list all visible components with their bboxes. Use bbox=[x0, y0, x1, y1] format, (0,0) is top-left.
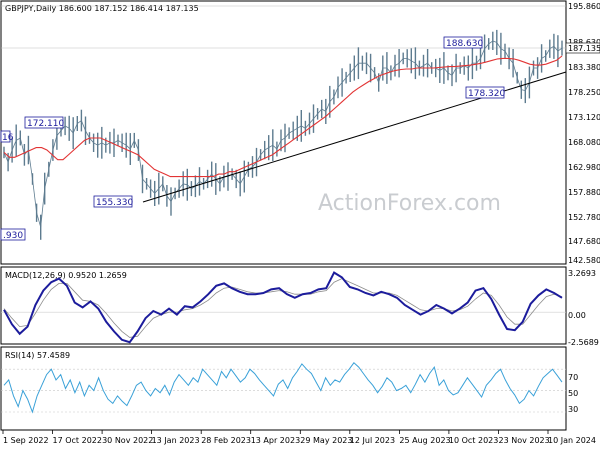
x-tick-label: 23 Nov 2023 bbox=[499, 436, 550, 445]
price-annotations: 172.110 155.330 188.630 178.320 .930 16 bbox=[0, 36, 505, 241]
price-title: GBPJPY,Daily 186.600 187.152 186.414 187… bbox=[5, 4, 199, 13]
moving-average-line bbox=[3, 55, 563, 178]
price-tick-label: 173.120 bbox=[568, 113, 600, 122]
price-tick-label: 195.860 bbox=[568, 2, 600, 11]
annotation-box-178320 bbox=[465, 86, 505, 99]
rsi-y-axis: 70 50 30 bbox=[568, 373, 578, 414]
x-tick-label: 10 Jan 2024 bbox=[548, 436, 596, 445]
x-tick-label: 1 Sep 2022 bbox=[3, 436, 49, 445]
annotation-box-155330 bbox=[93, 195, 133, 208]
rsi-title: RSI(14) 57.4589 bbox=[5, 351, 70, 360]
rsi-tick-label: 70 bbox=[568, 373, 578, 382]
x-tick-label: 29 May 2023 bbox=[300, 436, 352, 445]
price-y-axis: 195.860 188.630 183.380 178.250 173.120 … bbox=[568, 2, 600, 265]
annotation-16: 16 bbox=[2, 133, 14, 143]
macd-title: MACD(12,26,9) 0.9520 1.2659 bbox=[5, 271, 127, 280]
annotation-172110: 172.110 bbox=[27, 119, 64, 129]
annotation-box-172110 bbox=[24, 116, 64, 129]
annotation-148930: .930 bbox=[3, 231, 23, 241]
x-tick-label: 30 Nov 2022 bbox=[102, 436, 153, 445]
annotation-178320: 178.320 bbox=[468, 89, 505, 99]
x-tick-label: 28 Feb 2023 bbox=[201, 436, 251, 445]
x-tick-label: 25 Aug 2023 bbox=[399, 436, 450, 445]
macd-line bbox=[3, 271, 563, 344]
macd-series-layer bbox=[1, 271, 566, 344]
rsi-series-layer bbox=[1, 362, 566, 414]
price-tick-label: 188.630 bbox=[568, 38, 600, 47]
current-price-label: 187.135 bbox=[568, 44, 600, 53]
x-tick-label: 12 Jul 2023 bbox=[350, 436, 395, 445]
annotation-box-16 bbox=[0, 130, 11, 143]
price-tick-label: 178.250 bbox=[568, 88, 600, 97]
macd-y-axis: 3.2693 0.00 -2.5689 bbox=[568, 269, 599, 347]
price-series-layer bbox=[3, 29, 563, 240]
annotation-box-148930 bbox=[0, 228, 26, 241]
rsi-line bbox=[3, 362, 563, 414]
price-tick-label: 142.580 bbox=[568, 256, 600, 265]
macd-tick-label: -2.5689 bbox=[568, 338, 599, 347]
price-tick-label: 168.080 bbox=[568, 138, 600, 147]
macd-tick-label: 3.2693 bbox=[568, 269, 596, 278]
x-tick-label: 13 Apr 2023 bbox=[251, 436, 300, 445]
price-tick-label: 183.380 bbox=[568, 63, 600, 72]
price-tick-label: 162.980 bbox=[568, 163, 600, 172]
rsi-panel-frame bbox=[0, 346, 567, 431]
price-close-line bbox=[3, 40, 563, 228]
x-tick-label: 13 Jan 2023 bbox=[152, 436, 200, 445]
rsi-tick-label: 30 bbox=[568, 405, 578, 414]
price-tick-label: 152.780 bbox=[568, 213, 600, 222]
macd-tick-label: 0.00 bbox=[568, 311, 586, 320]
price-tick-label: 147.680 bbox=[568, 237, 600, 246]
rsi-tick-label: 50 bbox=[568, 389, 578, 398]
watermark: ActionForex.com bbox=[318, 191, 501, 216]
annotation-188630: 188.630 bbox=[446, 39, 483, 49]
x-tick-label: 10 Oct 2023 bbox=[449, 436, 498, 445]
x-tick-label: 17 Oct 2022 bbox=[53, 436, 102, 445]
price-tick-label: 157.880 bbox=[568, 188, 600, 197]
annotation-box-188630 bbox=[443, 36, 483, 49]
annotation-155330: 155.330 bbox=[96, 198, 133, 208]
